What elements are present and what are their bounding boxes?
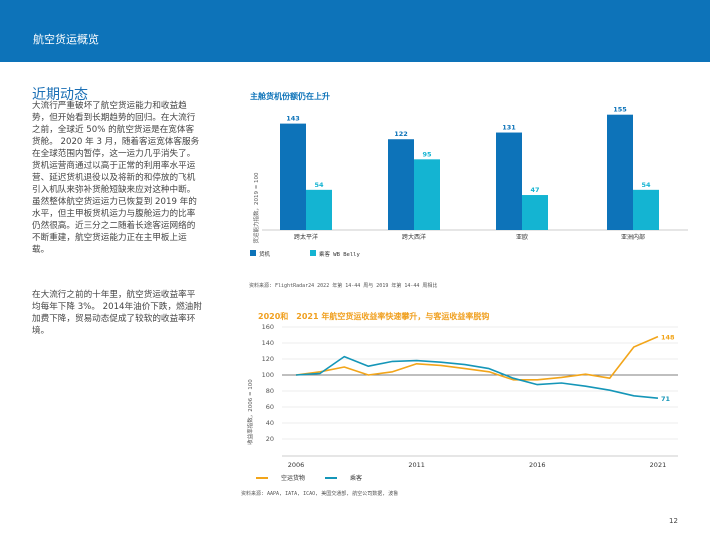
- bar-value-label: 155: [613, 106, 627, 114]
- bar-belly-2: [522, 195, 548, 230]
- line-y-tick-label: 20: [266, 435, 274, 443]
- bar-value-label: 54: [314, 181, 324, 189]
- bar-category-label: 亚欧: [516, 233, 528, 241]
- bar-freighter-1: [388, 139, 414, 230]
- bar-belly-1: [414, 159, 440, 230]
- cargo-yield-line: [295, 335, 659, 381]
- line-y-tick-label: 60: [266, 403, 274, 411]
- page-number: 12: [669, 517, 678, 525]
- bar-category-label: 跨大西洋: [402, 233, 426, 241]
- bar-freighter-3: [607, 114, 633, 230]
- line-x-tick-label: 2016: [529, 461, 546, 469]
- bar-chart-y-axis-label: 货运能力指数，2019 = 100: [252, 172, 260, 244]
- passenger-end-value-label: 71: [661, 395, 671, 403]
- page-header-title: 航空货运概览: [33, 33, 99, 46]
- bar-value-label: 54: [641, 181, 651, 189]
- bar-legend-label: 乘客 WB Belly: [319, 250, 360, 258]
- line-legend-label: 空运货物: [281, 474, 305, 482]
- bar-chart-source: 资料来源: FlightRadar24 2022 年第 14-44 周与 201…: [249, 283, 438, 289]
- bar-freighter-0: [280, 123, 306, 230]
- bar-value-label: 95: [422, 150, 432, 158]
- bar-category-label: 亚洲内部: [621, 233, 645, 241]
- page-header: 航空货运概览: [0, 0, 710, 62]
- bar-value-label: 143: [286, 115, 300, 123]
- line-chart-y-axis-label: 收益率指数，2006 = 100: [246, 379, 254, 445]
- section-title: 近期动态: [32, 87, 88, 103]
- bar-belly-0: [306, 189, 332, 230]
- line-legend-label: 乘客: [350, 474, 362, 482]
- bar-belly-3: [633, 189, 659, 230]
- bar-legend-swatch-0: [250, 250, 256, 256]
- passenger-yield-line: [295, 355, 659, 399]
- line-chart-title: 2020和 2021 年航空货运收益率快速攀升，与客运收益率脱钩: [258, 312, 490, 321]
- line-x-tick-label: 2021: [650, 461, 667, 469]
- cargo-end-value-label: 148: [661, 334, 675, 342]
- line-y-tick-label: 40: [266, 419, 274, 427]
- bar-value-label: 47: [530, 186, 539, 194]
- bar-legend-label: 货机: [259, 250, 271, 258]
- line-y-tick-label: 140: [262, 339, 274, 347]
- bar-value-label: 131: [502, 124, 516, 132]
- line-y-tick-label: 80: [266, 387, 274, 395]
- bar-category-label: 跨太平洋: [294, 233, 318, 241]
- bar-chart-title: 主舱货机份额仍在上升: [250, 92, 330, 101]
- line-chart-source: 资料来源: AAPA, IATA, ICAO, 美国交通部, 航空公司数据, 波…: [241, 491, 399, 497]
- line-y-tick-label: 160: [262, 323, 274, 331]
- line-y-tick-label: 120: [262, 355, 274, 363]
- bar-legend-swatch-1: [310, 250, 316, 256]
- line-y-tick-label: 100: [262, 371, 274, 379]
- bar-value-label: 122: [394, 130, 408, 138]
- body-paragraph-2: 在大流行之前的十年里，航空货运收益率平均每年下降 3%。 2014年油价下跌，燃…: [32, 290, 202, 336]
- body-paragraph-1: 大流行严重破坏了航空货运能力和收益趋势，但开始看到长期趋势的回归。在大流行之前，…: [32, 101, 200, 255]
- line-x-tick-label: 2006: [288, 461, 305, 469]
- line-x-tick-label: 2011: [408, 461, 425, 469]
- bar-freighter-2: [496, 132, 522, 230]
